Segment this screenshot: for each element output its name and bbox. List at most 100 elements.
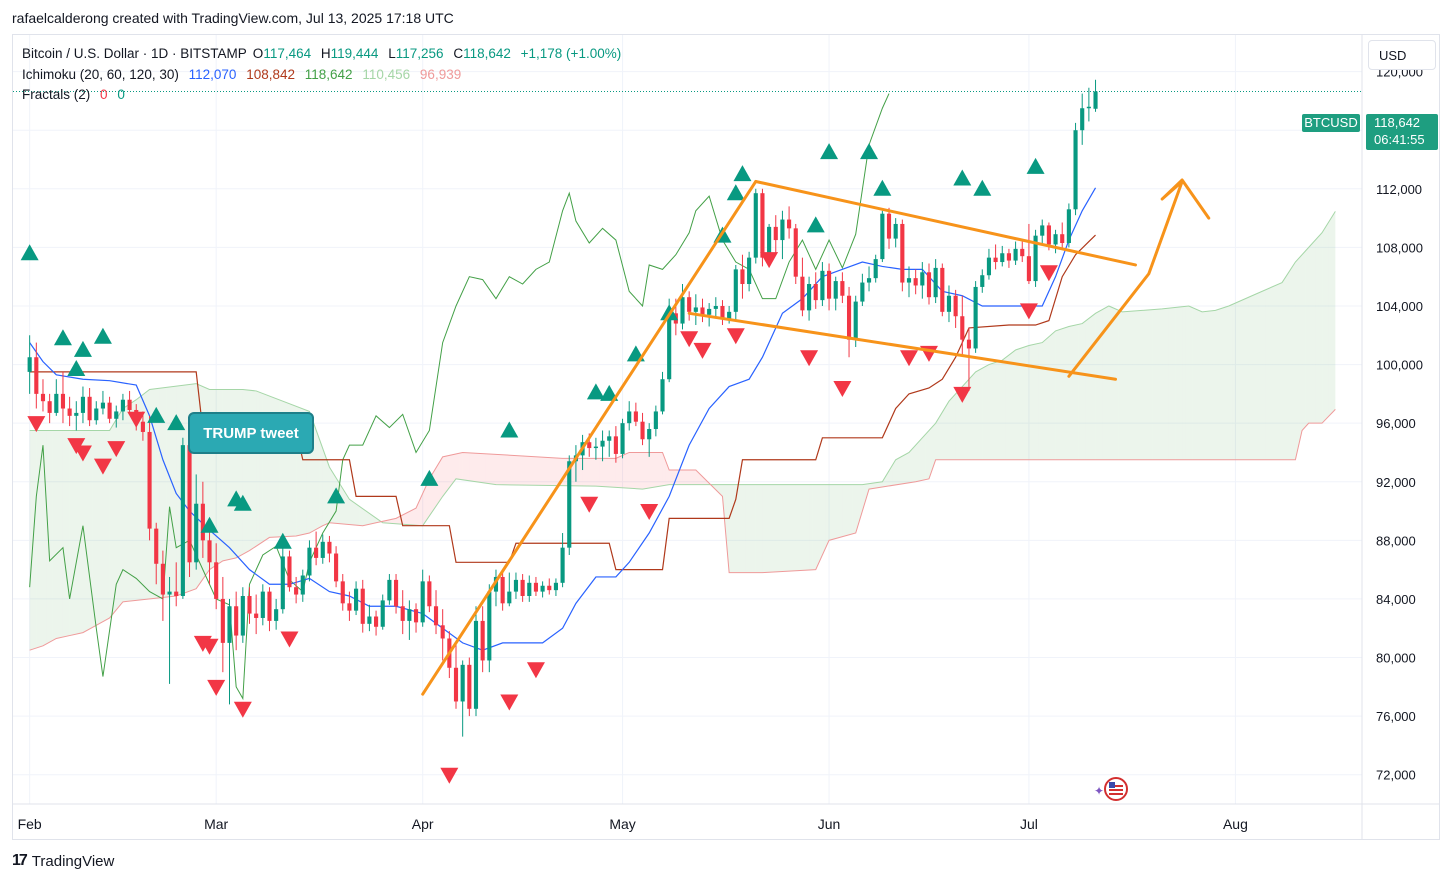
- candle: [780, 210, 785, 260]
- cloud-segment: [829, 484, 833, 541]
- cloud-segment: [495, 454, 500, 485]
- cloud-segment: [436, 462, 440, 507]
- candle: [334, 546, 339, 588]
- cloud-segment: [582, 458, 586, 487]
- candle: [873, 254, 878, 283]
- fractals-label: Fractals (2): [22, 87, 91, 102]
- candle: [620, 418, 625, 459]
- currency-button[interactable]: USD: [1368, 40, 1436, 70]
- annotation-label[interactable]: TRUMP tweet: [188, 412, 314, 454]
- fractal-down-marker: [200, 638, 219, 655]
- candle: [400, 590, 405, 635]
- cloud-segment: [1035, 343, 1039, 460]
- candle: [94, 401, 99, 425]
- cloud-segment: [126, 404, 130, 602]
- cloud-segment: [1312, 240, 1316, 424]
- fractal-up-marker: [973, 179, 992, 196]
- cloud-segment: [1248, 295, 1253, 460]
- y-tick-label: 84,000: [1376, 592, 1416, 607]
- cloud-segment: [689, 470, 693, 485]
- cloud-segment: [928, 426, 933, 479]
- cloud-segment: [1132, 310, 1136, 460]
- fractal-up-marker: [200, 516, 219, 533]
- cloud-segment: [948, 397, 953, 460]
- candle: [733, 264, 738, 321]
- x-tick-label: Aug: [1223, 816, 1248, 832]
- cloud-segment: [86, 430, 90, 631]
- candle-body: [207, 540, 212, 563]
- fractal-up-marker: [806, 216, 825, 233]
- candle-body: [1006, 253, 1011, 261]
- fractal-up-marker: [953, 169, 972, 186]
- candle: [433, 590, 439, 635]
- x-tick-label: Apr: [412, 816, 434, 832]
- cloud-segment: [579, 458, 583, 486]
- candle: [533, 576, 539, 597]
- candle-body: [367, 616, 372, 624]
- candle-body: [813, 284, 818, 301]
- ichimoku-lagging: 118,642: [304, 66, 353, 82]
- cloud-segment: [472, 453, 476, 482]
- cloud-segment: [76, 430, 80, 635]
- cloud-segment: [968, 375, 973, 460]
- cloud-segment: [1318, 232, 1323, 424]
- cloud-segment: [802, 484, 806, 571]
- cloud-segment: [855, 484, 860, 534]
- candle: [120, 393, 125, 421]
- cloud-segment: [729, 484, 733, 573]
- candle-body: [267, 591, 272, 621]
- ichimoku-kijun: 108,842: [246, 66, 295, 82]
- cloud-segment: [92, 430, 97, 628]
- candle: [180, 437, 185, 599]
- candle-body: [767, 226, 772, 258]
- candle: [240, 587, 245, 643]
- fractals-up-count: 0: [100, 87, 108, 102]
- candle-body: [986, 257, 992, 276]
- kijun-line: [29, 234, 1096, 571]
- trend-line: [421, 179, 758, 696]
- candle: [354, 581, 359, 616]
- x-tick-label: May: [609, 816, 635, 832]
- candle: [547, 578, 552, 595]
- candle-body: [780, 219, 785, 241]
- cloud-segment: [52, 430, 57, 641]
- candle: [467, 657, 472, 717]
- candle-body: [560, 547, 565, 583]
- candle: [693, 294, 698, 326]
- tradingview-logo[interactable]: 17 TradingView: [12, 852, 114, 870]
- candle: [1093, 79, 1098, 112]
- candle-body: [400, 606, 405, 621]
- candle-body: [1060, 234, 1065, 243]
- cloud-segment: [629, 452, 633, 489]
- candle: [220, 576, 225, 673]
- cloud-segment: [1232, 303, 1236, 460]
- cloud-segment: [1135, 310, 1139, 460]
- candle-body: [340, 581, 345, 604]
- cloud-segment: [652, 452, 656, 488]
- cloud-segment: [1115, 308, 1119, 460]
- candle-body: [713, 305, 718, 309]
- candle: [440, 609, 445, 661]
- cloud-segment: [735, 484, 740, 573]
- candle-body: [800, 276, 805, 311]
- cloud-segment: [1018, 347, 1023, 460]
- cloud-segment: [469, 452, 473, 482]
- candle-body: [733, 269, 738, 312]
- cloud-segment: [475, 453, 480, 483]
- cloud-segment: [356, 504, 360, 526]
- x-tick-label: Mar: [204, 816, 228, 832]
- candle: [187, 434, 192, 577]
- cloud-segment: [972, 371, 976, 460]
- y-tick-label: 80,000: [1376, 651, 1416, 666]
- cloud-segment: [1202, 311, 1206, 460]
- cloud-segment: [419, 493, 423, 526]
- low-value: 117,256: [395, 46, 444, 61]
- candle: [174, 562, 179, 607]
- candle: [860, 273, 865, 306]
- cloud-segment: [446, 455, 450, 493]
- candle-body: [307, 547, 312, 576]
- candle-body: [966, 339, 972, 349]
- candle-body: [906, 278, 912, 283]
- candle: [986, 248, 992, 280]
